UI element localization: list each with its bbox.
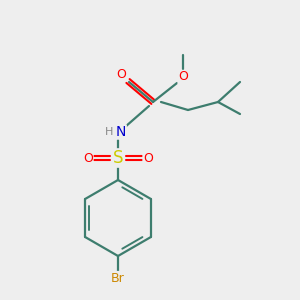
Text: O: O [83, 152, 93, 164]
Text: O: O [143, 152, 153, 164]
Text: N: N [116, 125, 126, 139]
Text: S: S [113, 149, 123, 167]
Text: H: H [105, 127, 113, 137]
Text: Br: Br [111, 272, 125, 284]
Text: O: O [116, 68, 126, 80]
Text: O: O [178, 70, 188, 83]
